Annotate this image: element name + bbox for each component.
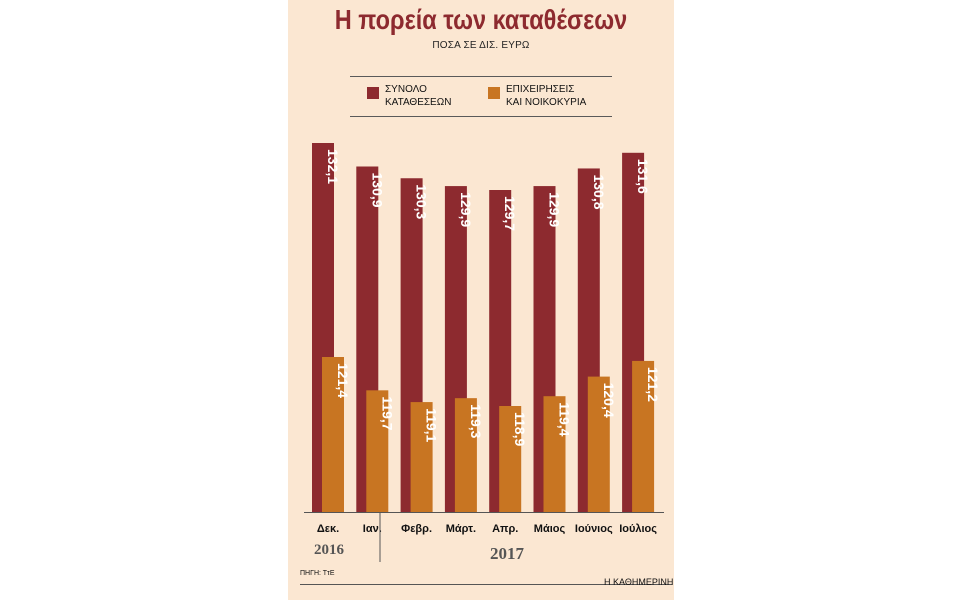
bar-business-label-4: 118,9 — [512, 412, 528, 446]
legend-label-total-line1: ΣΥΝΟΛΟ — [385, 84, 427, 95]
month-tick-label-3: Μάρτ. — [446, 523, 476, 535]
year-label-2016: 2016 — [314, 542, 345, 558]
bar-total-label-7: 131,6 — [635, 159, 651, 194]
bar-total-label-1: 130,9 — [369, 173, 385, 208]
bar-total-label-6: 130,8 — [591, 174, 607, 209]
bar-business-2 — [410, 402, 433, 512]
legend-swatch-business — [488, 87, 500, 99]
bar-total-label-0: 132,1 — [325, 149, 341, 184]
month-tick-label-6: Ιούνιος — [575, 523, 613, 535]
chart-subtitle: ΠΟΣΑ ΣΕ ΔΙΣ. ΕΥΡΩ — [432, 40, 530, 51]
bar-business-1 — [366, 390, 389, 512]
legend-label-business-line2: ΚΑΙ ΝΟΙΚΟΚΥΡΙΑ — [506, 97, 587, 108]
bar-business-label-5: 119,4 — [557, 402, 573, 436]
bar-business-label-7: 121,2 — [645, 367, 661, 402]
bar-business-3 — [454, 398, 477, 512]
bar-business-5 — [543, 396, 566, 512]
month-tick-label-5: Μάιος — [534, 523, 566, 535]
bar-business-label-0: 121,4 — [335, 363, 351, 398]
bar-business-7 — [632, 360, 655, 512]
bar-business-6 — [587, 376, 610, 512]
publisher-credit: Η ΚΑΘΗΜΕΡΙΝΗ — [604, 577, 674, 587]
bar-business-label-2: 119,1 — [424, 408, 440, 442]
legend-bottom-rule — [350, 116, 612, 117]
bar-total-label-3: 129,9 — [458, 192, 474, 227]
bar-business-4 — [499, 406, 522, 512]
chart-title: Η πορεία των καταθέσεων — [334, 4, 628, 35]
legend-label-business: ΕΠΙΧΕΙΡΗΣΕΙΣ ΚΑΙ ΝΟΙΚΟΚΥΡΙΑ — [506, 83, 606, 109]
legend-label-total: ΣΥΝΟΛΟ ΚΑΤΑΘΕΣΕΩΝ — [385, 83, 485, 109]
legend-label-total-line2: ΚΑΤΑΘΕΣΕΩΝ — [385, 97, 452, 108]
bar-business-label-3: 119,3 — [468, 404, 484, 438]
year-label-2017: 2017 — [490, 544, 525, 563]
month-tick-label-7: Ιούλιος — [619, 523, 657, 535]
legend-label-business-line1: ΕΠΙΧΕΙΡΗΣΕΙΣ — [506, 84, 575, 95]
legend-top-rule — [350, 76, 612, 77]
month-tick-label-2: Φεβρ. — [401, 523, 432, 535]
bar-chart: 132,1 121,4 Δεκ. 130,9 119,7 Ιαν. 130,3 119,1 Φε… — [300, 143, 672, 585]
month-tick-label-0: Δεκ. — [317, 523, 339, 535]
bar-total-label-5: 129,9 — [547, 192, 563, 227]
bar-business-label-1: 119,7 — [379, 396, 395, 430]
bar-business-0 — [322, 357, 344, 512]
month-tick-label-1: Ιαν. — [363, 523, 382, 535]
source-note: ΠΗΓΗ: ΤτΕ — [300, 570, 335, 577]
bar-total-label-2: 130,3 — [414, 184, 430, 219]
bar-business-label-6: 120,4 — [601, 383, 617, 418]
legend-swatch-total — [367, 87, 379, 99]
month-tick-label-4: Απρ. — [492, 523, 518, 535]
bar-total-label-4: 129,7 — [502, 196, 518, 231]
